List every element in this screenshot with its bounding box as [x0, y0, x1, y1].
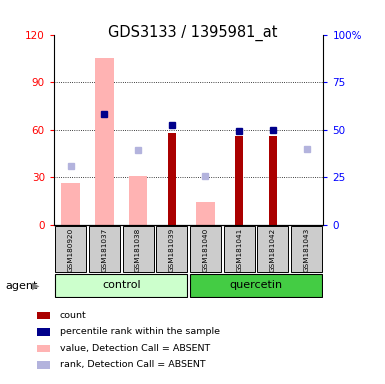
FancyBboxPatch shape — [291, 226, 322, 272]
FancyBboxPatch shape — [257, 226, 288, 272]
Bar — [129, 175, 147, 225]
Bar — [196, 202, 215, 225]
Text: GDS3133 / 1395981_at: GDS3133 / 1395981_at — [108, 25, 277, 41]
Bar — [168, 133, 176, 225]
Text: GSM181041: GSM181041 — [236, 228, 242, 272]
Bar — [62, 184, 80, 225]
Text: value, Detection Call = ABSENT: value, Detection Call = ABSENT — [60, 344, 210, 353]
Bar — [236, 136, 243, 225]
Text: GSM181043: GSM181043 — [303, 228, 310, 272]
FancyBboxPatch shape — [156, 226, 187, 272]
FancyBboxPatch shape — [122, 226, 154, 272]
Text: GSM181037: GSM181037 — [101, 228, 107, 272]
Text: rank, Detection Call = ABSENT: rank, Detection Call = ABSENT — [60, 360, 206, 369]
Text: agent: agent — [6, 281, 38, 291]
FancyBboxPatch shape — [89, 226, 120, 272]
FancyBboxPatch shape — [190, 274, 322, 296]
Bar — [37, 345, 50, 352]
Bar — [37, 312, 50, 319]
Text: percentile rank within the sample: percentile rank within the sample — [60, 328, 220, 336]
Text: GSM180920: GSM180920 — [68, 228, 74, 272]
Bar — [269, 136, 276, 225]
Text: count: count — [60, 311, 87, 320]
FancyBboxPatch shape — [55, 226, 86, 272]
FancyBboxPatch shape — [190, 226, 221, 272]
Text: GSM181040: GSM181040 — [203, 228, 209, 272]
FancyBboxPatch shape — [224, 226, 255, 272]
Text: GSM181042: GSM181042 — [270, 228, 276, 272]
Text: quercetin: quercetin — [229, 280, 283, 290]
Bar — [95, 58, 114, 225]
Text: GSM181039: GSM181039 — [169, 228, 175, 272]
Text: ▶: ▶ — [32, 281, 39, 291]
Bar — [37, 328, 50, 336]
Bar — [37, 361, 50, 369]
FancyBboxPatch shape — [55, 274, 187, 296]
Text: GSM181038: GSM181038 — [135, 228, 141, 272]
Text: control: control — [102, 280, 141, 290]
